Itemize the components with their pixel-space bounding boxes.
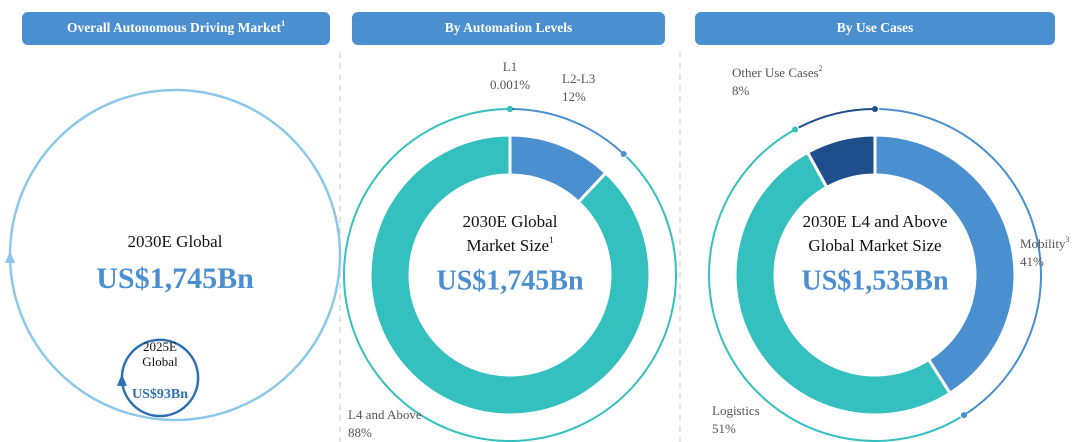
segment-value: 41%: [1020, 254, 1044, 269]
segment-value: 12%: [562, 89, 586, 104]
donut-segment: [873, 133, 1017, 396]
market-circle: [8, 88, 342, 422]
center-label: Market Size1: [466, 235, 553, 255]
segment-value: 51%: [712, 421, 736, 436]
footnote-mark: 3: [1066, 235, 1070, 244]
segment-name: Logistics: [712, 403, 760, 418]
arc-end: [620, 150, 627, 157]
arrow-head: [116, 373, 127, 386]
donut-segment: [805, 133, 877, 190]
outer-arc: [798, 108, 876, 129]
center-line: 2030E L4 and Above: [803, 212, 948, 231]
panel-header: [22, 12, 330, 45]
center-label: 2030E Global: [463, 212, 558, 231]
outer-arc: [879, 108, 1042, 417]
footnote-mark: 1: [281, 19, 285, 28]
center-line: Market Size: [466, 236, 549, 255]
center-label: 2030E L4 and Above: [803, 212, 948, 231]
center-value: US$1,745Bn: [436, 265, 583, 296]
panel-title-text: Overall Autonomous Driving Market: [67, 20, 282, 35]
segment-name: L2-L3: [562, 71, 595, 86]
center-label: Global Market Size: [808, 236, 941, 255]
segment-name: Mobility: [1020, 236, 1066, 251]
segment-label: Mobility3: [1020, 235, 1070, 251]
segment-name: Other Use Cases: [732, 65, 819, 80]
circle-value: US$1,745Bn: [96, 262, 254, 295]
segment-value: 0.001%: [490, 77, 530, 92]
panel-header: [695, 12, 1055, 45]
arc-end: [872, 106, 878, 112]
outer-arc: [343, 108, 677, 442]
panel-title-text: By Use Cases: [837, 20, 914, 35]
segment-value: 8%: [732, 83, 750, 98]
segment-name: L1: [503, 59, 517, 74]
arrow-head: [5, 251, 15, 263]
segment-name: L4 and Above: [348, 407, 422, 422]
panel-title: By Use Cases: [837, 20, 914, 35]
circle-value: US$93Bn: [132, 387, 188, 402]
outer-arc: [514, 108, 625, 155]
center-line: Global Market Size: [808, 236, 941, 255]
center-line: 2030E Global: [463, 212, 558, 231]
segment-label: Logistics: [712, 403, 760, 418]
arc-end: [960, 412, 967, 419]
footnote-mark: 2: [819, 64, 823, 73]
panel-header: [352, 12, 665, 45]
arc-end: [792, 126, 799, 133]
segment-label: L4 and Above: [348, 407, 422, 422]
donut-segment: [733, 150, 953, 417]
center-value: US$1,535Bn: [801, 265, 948, 296]
circle-label: Global: [142, 354, 178, 369]
panel-title-text: By Automation Levels: [445, 20, 573, 35]
segment-label: Other Use Cases2: [732, 64, 823, 80]
footnote-mark: 1: [549, 235, 554, 245]
segment-value: 88%: [348, 425, 372, 440]
circle-label: 2025E: [143, 339, 177, 354]
panel-title: Overall Autonomous Driving Market1: [67, 19, 285, 35]
outer-arc: [708, 128, 961, 442]
panel-title: By Automation Levels: [445, 20, 573, 35]
segment-label: L2-L3: [562, 71, 595, 86]
donut-segment: [368, 133, 652, 417]
arc-end: [507, 106, 513, 112]
segment-label: L1: [503, 59, 517, 74]
circle-label: 2030E Global: [128, 232, 223, 251]
